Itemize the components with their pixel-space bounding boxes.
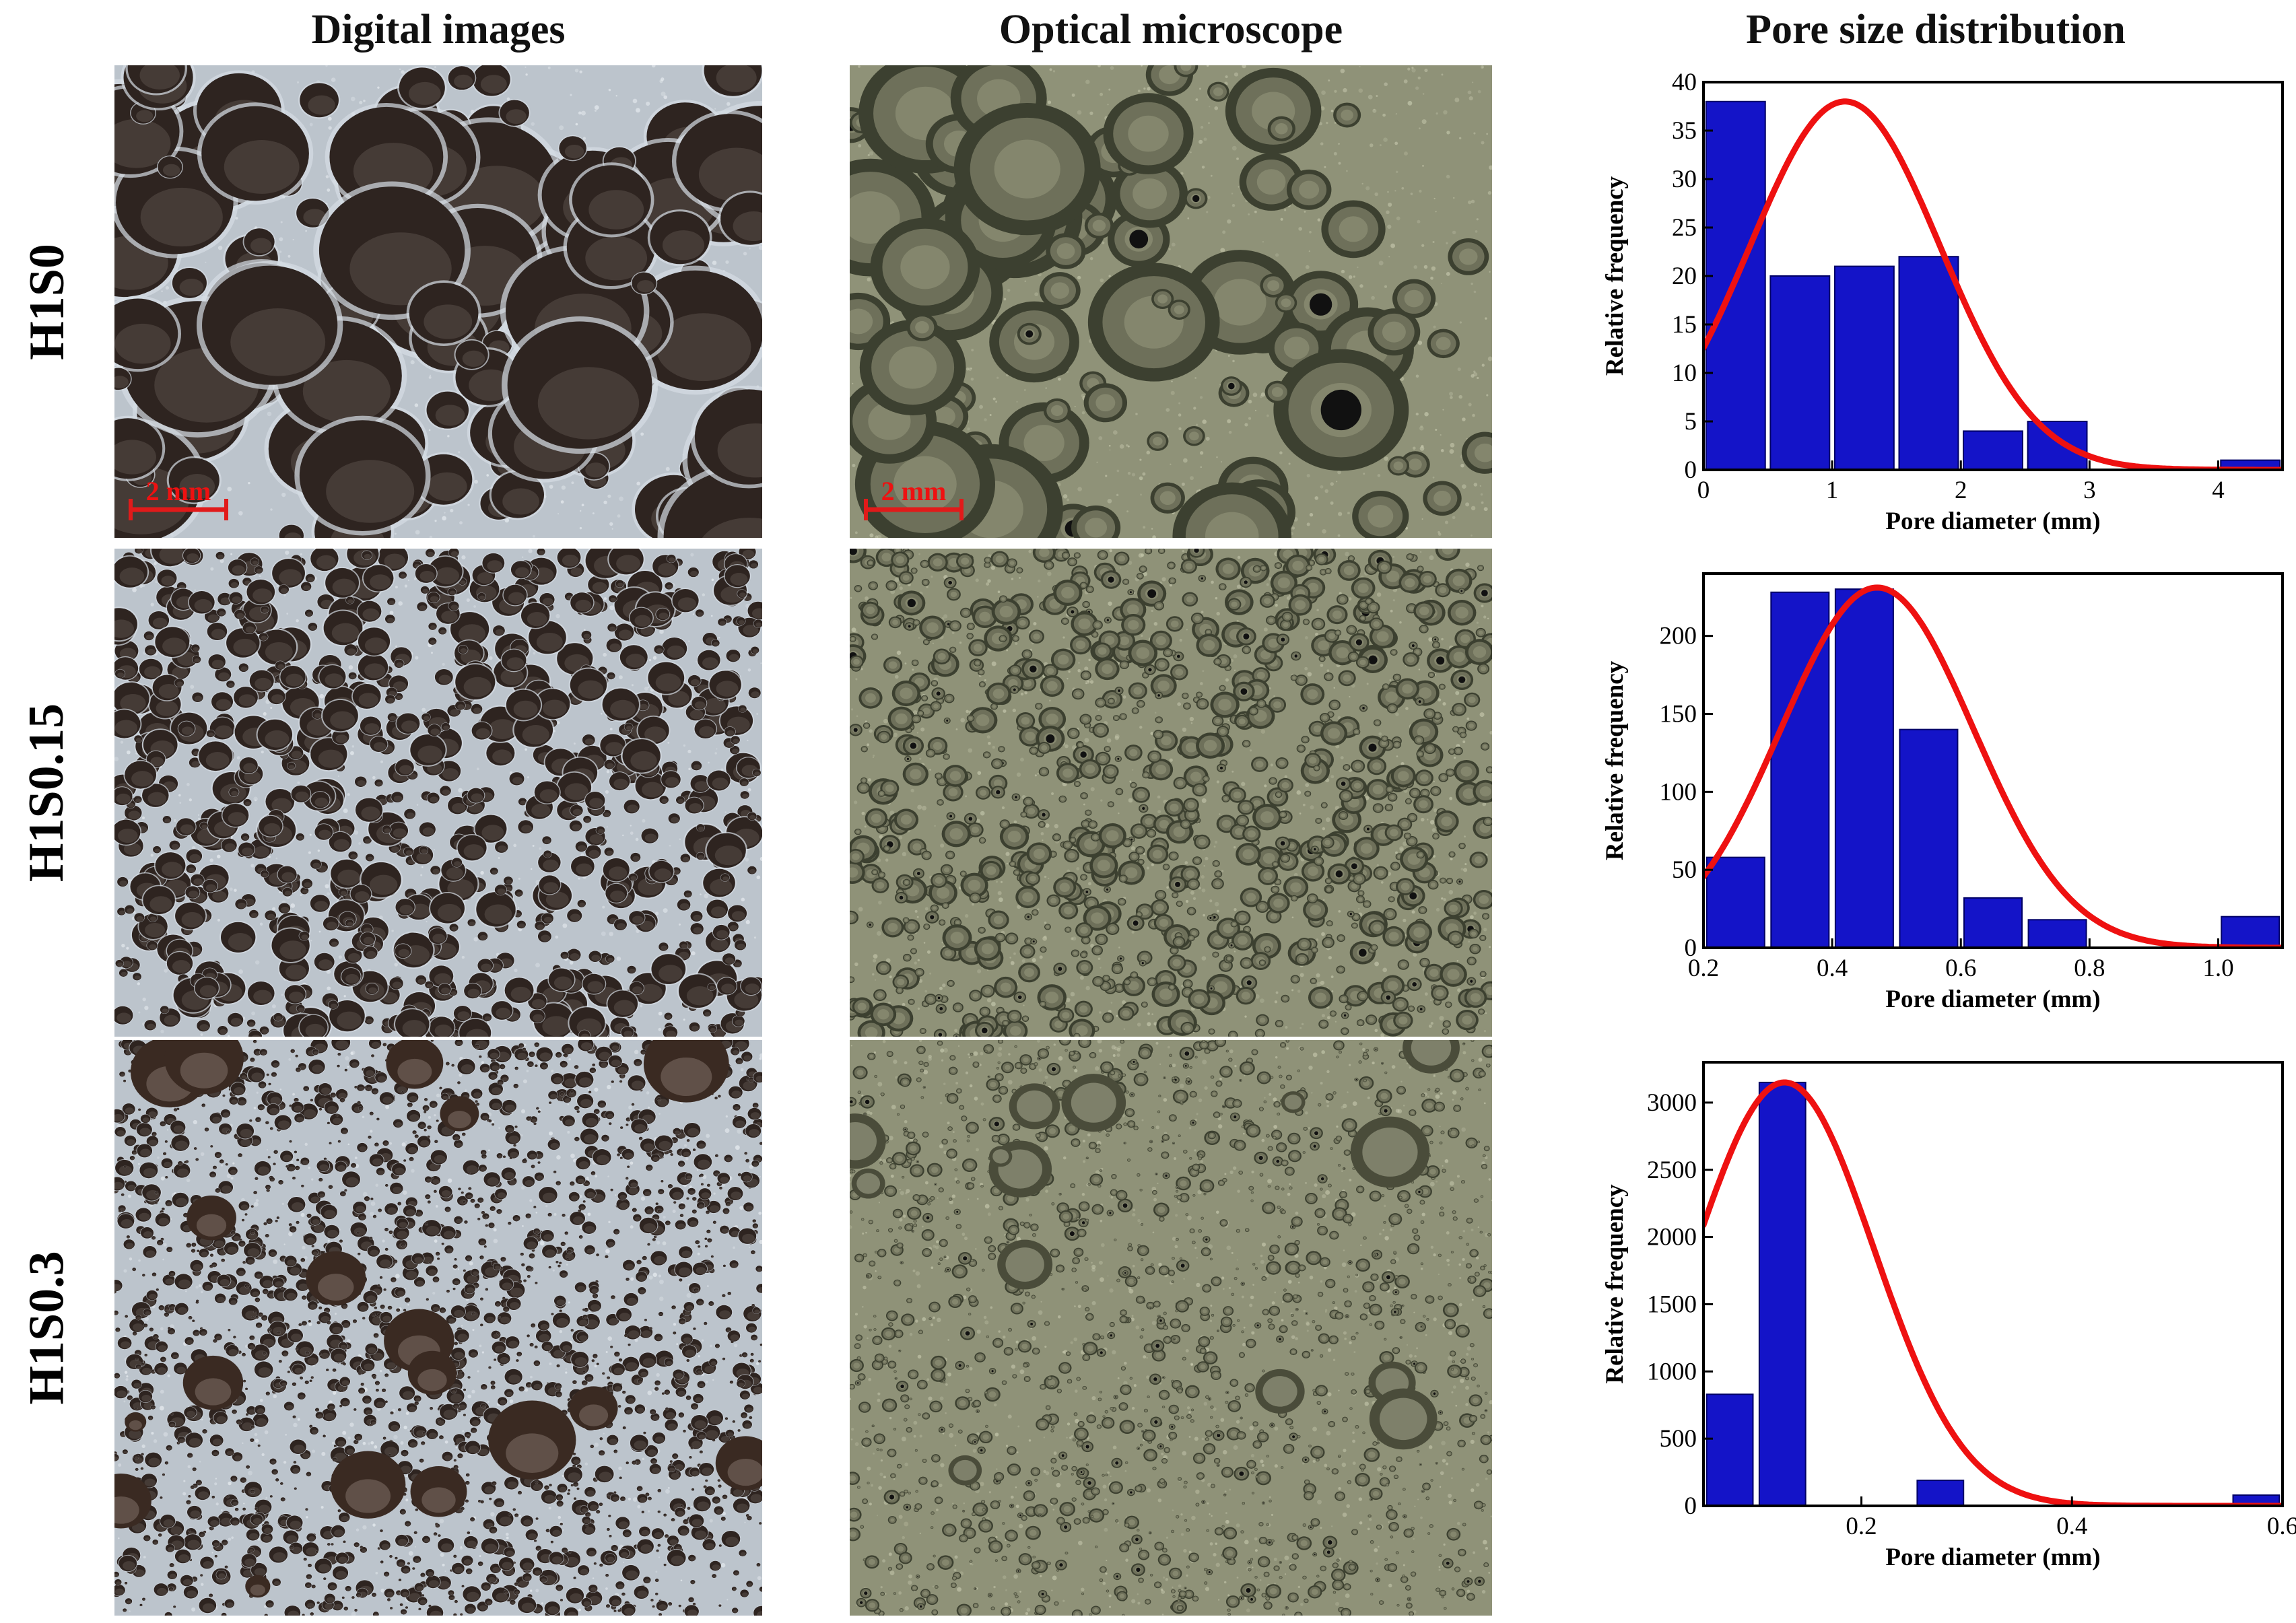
y-tick-label: 20 (1672, 263, 1697, 290)
histogram-bar-0 (1706, 856, 1765, 948)
x-tick-label: 2 (1955, 477, 1967, 504)
histogram-bar-3 (1899, 728, 1959, 948)
pore-size-chart-h1s0-3: 0 500 1000 1500 2000 2500 3000 0.2 0.4 0.6 Pore di… (1576, 1040, 2296, 1619)
histogram-bar-2 (1833, 265, 1895, 471)
y-tick-label: 1000 (1647, 1358, 1697, 1385)
header-optical-microscope: Optical microscope (850, 1, 1492, 58)
histogram-bar-5 (2027, 919, 2087, 948)
y-tick-label: 5 (1685, 408, 1697, 436)
row-label-h1s0: H1S0 (0, 65, 94, 538)
y-tick-label: 150 (1660, 701, 1697, 728)
x-tick-label: 0.8 (2074, 955, 2105, 982)
y-axis-label: Relative frequency (1601, 176, 1629, 376)
histogram-bar-5 (2027, 421, 2088, 471)
x-tick-label: 4 (2212, 477, 2225, 504)
digital-image-h1s0-15 (114, 549, 762, 1037)
scale-bar-label: 2 mm (146, 476, 211, 506)
x-axis-label: Pore diameter (mm) (1885, 986, 2100, 1013)
y-tick-label: 40 (1672, 69, 1697, 96)
pore-size-chart-svg-h1s0-3: 0 500 1000 1500 2000 2500 3000 0.2 0.4 0.6 Pore di… (1601, 1061, 2296, 1571)
y-tick-label: 15 (1672, 311, 1697, 339)
y-tick-label: 1500 (1647, 1290, 1697, 1318)
histogram-bar-4 (1963, 897, 2023, 948)
histogram-bar-2 (1834, 588, 1894, 948)
optical-image-h1s0-3 (850, 1040, 1492, 1616)
header-digital-images: Digital images (114, 1, 762, 58)
normal-fit-curve (1703, 584, 2283, 948)
digital-image-h1s0: 2 mm (114, 65, 762, 538)
row-label-h1s0-15: H1S0.15 (0, 549, 94, 1037)
y-tick-label: 35 (1672, 117, 1697, 145)
x-tick-label: 0.4 (1817, 955, 1848, 982)
y-tick-label: 0 (1685, 1492, 1697, 1520)
x-tick-label: 1 (1826, 477, 1839, 504)
histogram-bar-0 (1706, 1393, 1754, 1507)
normal-fit-curve (1703, 1079, 2283, 1506)
x-tick-label: 0.4 (2056, 1513, 2087, 1540)
plot-frame (1702, 572, 2284, 949)
y-tick-label: 0 (1685, 456, 1697, 484)
y-axis-label: Relative frequency (1601, 1184, 1629, 1384)
histogram-bar-2 (1916, 1480, 1965, 1507)
optical-image-h1s0: 2 mm (850, 65, 1492, 538)
x-tick-label: 3 (2083, 477, 2096, 504)
histogram-bar-1 (1769, 275, 1831, 471)
x-tick-label: 0.2 (1688, 955, 1719, 982)
y-tick-label: 3000 (1647, 1089, 1697, 1117)
y-tick-label: 200 (1660, 623, 1697, 650)
histogram-bar-3 (1898, 256, 1959, 471)
x-tick-label: 0 (1697, 477, 1710, 504)
header-pore-size-distribution: Pore size distribution (1576, 1, 2296, 58)
digital-image-h1s0-3 (114, 1040, 762, 1616)
y-tick-label: 30 (1672, 166, 1697, 193)
x-axis-label: Pore diameter (mm) (1885, 508, 2100, 535)
scale-bar-label: 2 mm (881, 476, 947, 506)
y-tick-label: 2000 (1647, 1224, 1697, 1251)
row-label-h1s0-3: H1S0.3 (0, 1040, 94, 1616)
optical-image-h1s0-15 (850, 549, 1492, 1037)
y-tick-label: 25 (1672, 214, 1697, 242)
pore-size-chart-h1s0: 0 5 10 15 20 25 30 35 40 0 1 2 3 4 Pore diameter (mm) R… (1576, 61, 2296, 545)
pore-size-chart-svg-h1s0-15: 0 50 100 150 200 0.2 0.4 0.6 0.8 1.0 Pore diameter… (1601, 572, 2284, 1013)
x-tick-label: 0.6 (2267, 1513, 2296, 1540)
x-tick-label: 1.0 (2202, 955, 2233, 982)
x-tick-label: 0.6 (1945, 955, 1976, 982)
x-tick-label: 0.2 (1846, 1513, 1877, 1540)
histogram-bar-6 (2221, 916, 2281, 949)
y-tick-label: 10 (1672, 359, 1697, 387)
x-axis-label: Pore diameter (mm) (1885, 1544, 2100, 1571)
y-axis-label: Relative frequency (1601, 660, 1629, 860)
y-tick-label: 50 (1672, 856, 1697, 884)
histogram-bar-1 (1758, 1081, 1807, 1507)
plot-frame (1702, 1061, 2284, 1507)
pore-size-chart-h1s0-15: 0 50 100 150 200 0.2 0.4 0.6 0.8 1.0 Pore diameter… (1576, 552, 2296, 1037)
pore-size-chart-svg-h1s0: 0 5 10 15 20 25 30 35 40 0 1 2 3 4 Pore diameter (mm) R… (1601, 69, 2284, 535)
histogram-bar-4 (1963, 430, 2023, 471)
y-tick-label: 2500 (1647, 1156, 1697, 1184)
y-tick-label: 0 (1685, 934, 1697, 962)
y-tick-label: 100 (1660, 778, 1697, 806)
y-tick-label: 500 (1660, 1425, 1697, 1453)
